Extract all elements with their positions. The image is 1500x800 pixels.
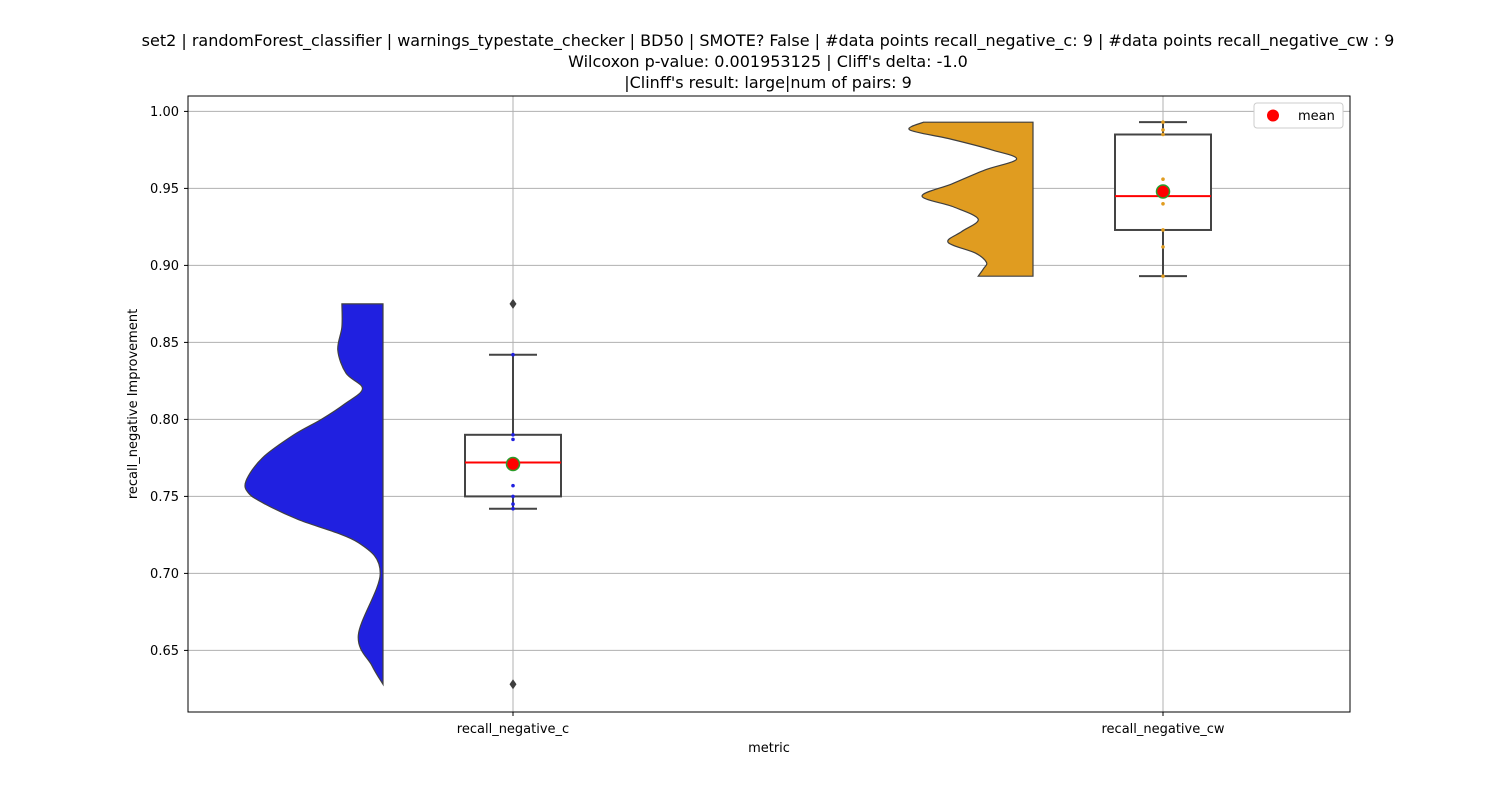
data-point [1161,228,1165,232]
mean-marker [1155,184,1171,199]
data-point [1161,202,1165,206]
outlier-marker [509,298,517,309]
violin-recall_negative_c [244,303,384,687]
data-point [511,483,515,488]
data-point [1161,245,1165,249]
y-tick-label: 0.90 [150,259,179,274]
y-axis-ticks: 0.65 0.70 0.75 0.80 0.85 0.90 0.95 1.00 [150,105,188,659]
legend-frame [1253,102,1344,129]
legend-mean-label: mean [1298,109,1335,124]
data-point [511,494,515,499]
mean-marker [505,456,521,472]
outlier-marker [509,679,517,690]
y-tick-label: 0.65 [150,644,179,659]
y-tick-label: 0.95 [150,182,179,197]
data-point [1161,274,1165,278]
y-axis-label: recall_negative Improvement [126,309,141,499]
violin-recall_negative_cw [908,121,1034,277]
box [1114,133,1212,231]
y-tick-label: 0.80 [150,413,179,428]
data-point [1161,120,1165,124]
y-tick-label: 0.70 [150,567,179,582]
violins [244,121,1034,687]
x-axis-ticks: recall_negative_c recall_negative_cw [457,712,1225,737]
x-axis-label: metric [748,741,790,756]
boxplots [464,120,1212,690]
chart-title: set2 | randomForest_classifier | warning… [142,31,1395,92]
data-point [511,502,515,506]
title-line-3: |Clinff's result: large|num of pairs: 9 [624,73,912,92]
x-tick-label: recall_negative_cw [1101,722,1224,737]
data-point [1161,132,1165,137]
legend: mean [1253,102,1344,129]
title-line-2: Wilcoxon p-value: 0.001953125 | Cliff's … [568,52,968,71]
y-tick-label: 0.75 [150,490,179,505]
x-tick-label: recall_negative_c [457,722,569,737]
data-point [511,437,515,442]
y-tick-label: 0.85 [150,336,179,351]
title-line-1: set2 | randomForest_classifier | warning… [142,31,1395,51]
data-point [511,506,515,511]
data-point [511,433,515,437]
data-point [1161,128,1165,132]
data-point [1161,177,1165,181]
boxplot-recall_negative_c [464,298,562,690]
data-point [511,352,515,357]
plot-frame [187,95,1351,713]
boxplot-recall_negative_cw [1114,120,1212,278]
y-tick-label: 1.00 [150,105,179,120]
legend-mean-marker [1267,109,1279,122]
